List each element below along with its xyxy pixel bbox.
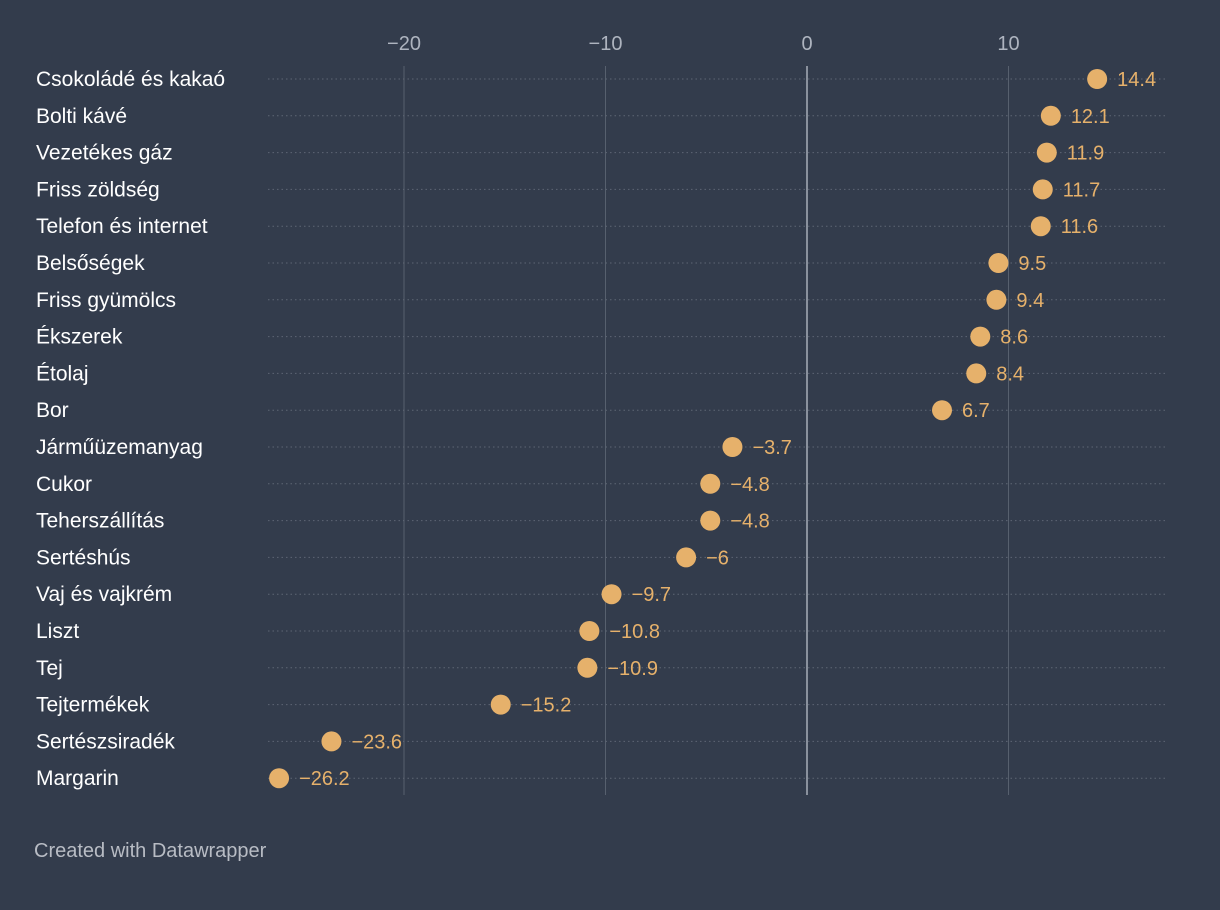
data-dots	[269, 69, 1108, 789]
data-dot	[577, 657, 598, 678]
category-label: Bolti kávé	[36, 105, 127, 128]
category-label: Belsőségek	[36, 252, 145, 275]
value-label: −10.8	[609, 621, 660, 643]
value-label: 11.7	[1063, 179, 1100, 201]
category-label: Friss zöldség	[36, 178, 160, 201]
x-tick-label: −20	[387, 33, 421, 55]
value-label: −9.7	[632, 584, 671, 606]
category-label: Telefon és internet	[36, 215, 208, 238]
value-label: −10.9	[607, 658, 658, 680]
data-dot	[988, 253, 1009, 273]
data-dot	[676, 547, 697, 568]
value-label: 9.4	[1016, 290, 1044, 312]
data-dot	[722, 437, 743, 457]
category-label: Ékszerek	[36, 326, 123, 349]
value-label: −26.2	[299, 768, 350, 790]
value-label: 11.6	[1061, 216, 1098, 238]
data-dot	[966, 363, 987, 384]
data-dot	[601, 584, 622, 605]
data-dot	[1087, 69, 1108, 89]
category-label: Csokoládé és kakaó	[36, 68, 225, 91]
category-label: Tej	[36, 657, 63, 680]
value-label: 8.4	[996, 363, 1024, 385]
datawrapper-credit: Created with Datawrapper	[34, 840, 267, 862]
category-label: Vaj és vajkrém	[36, 583, 172, 606]
x-tick-label: 10	[997, 33, 1019, 55]
category-label: Étolaj	[36, 362, 89, 385]
category-label: Friss gyümölcs	[36, 289, 176, 312]
data-dot	[1032, 179, 1053, 200]
category-label: Sertészsiradék	[36, 730, 175, 753]
category-label: Teherszállítás	[36, 510, 164, 533]
value-label: 6.7	[962, 400, 990, 422]
value-label: −23.6	[351, 731, 402, 753]
value-label: −3.7	[752, 437, 791, 459]
category-label: Cukor	[36, 473, 92, 496]
category-label: Bor	[36, 399, 69, 422]
category-label: Sertéshús	[36, 546, 131, 569]
x-axis-tick-labels: −20 −10 0 10	[387, 33, 1020, 55]
value-label: −15.2	[521, 695, 572, 717]
data-dot	[579, 621, 600, 641]
value-label: 9.5	[1018, 253, 1046, 275]
x-tick-label: −10	[589, 33, 623, 55]
value-label: 14.4	[1117, 69, 1156, 91]
data-dot	[269, 768, 290, 789]
category-label: Margarin	[36, 767, 119, 790]
category-label: Vezetékes gáz	[36, 142, 173, 165]
data-dot	[700, 510, 721, 531]
value-label: −4.8	[730, 511, 769, 533]
data-dot	[986, 289, 1007, 310]
data-dot	[1036, 142, 1057, 163]
data-dot	[932, 400, 953, 421]
value-label: 8.6	[1000, 327, 1028, 349]
data-dot	[1040, 105, 1061, 126]
data-dot	[700, 473, 721, 494]
row-guides	[268, 78, 1166, 779]
value-label: −4.8	[730, 474, 769, 496]
gridlines	[403, 66, 1009, 795]
data-dot	[490, 694, 511, 715]
category-labels: Csokoládé és kakaó Bolti kávé Vezetékes gá…	[36, 68, 225, 790]
data-dot	[1030, 216, 1051, 237]
data-dot	[970, 326, 991, 347]
value-labels: 14.4 12.1 11.9 11.7 11.6 9.5 9.4 8.6 8.4 6.7 −3.7 −…	[299, 69, 1156, 790]
category-label: Tejtermékek	[36, 694, 150, 717]
value-label: −6	[706, 547, 729, 569]
value-label: 12.1	[1071, 106, 1110, 128]
category-label: Liszt	[36, 620, 79, 643]
x-tick-label: 0	[801, 33, 812, 55]
category-label: Járműüzemanyag	[36, 436, 203, 459]
data-dot	[321, 731, 342, 752]
value-label: 11.9	[1067, 143, 1104, 165]
